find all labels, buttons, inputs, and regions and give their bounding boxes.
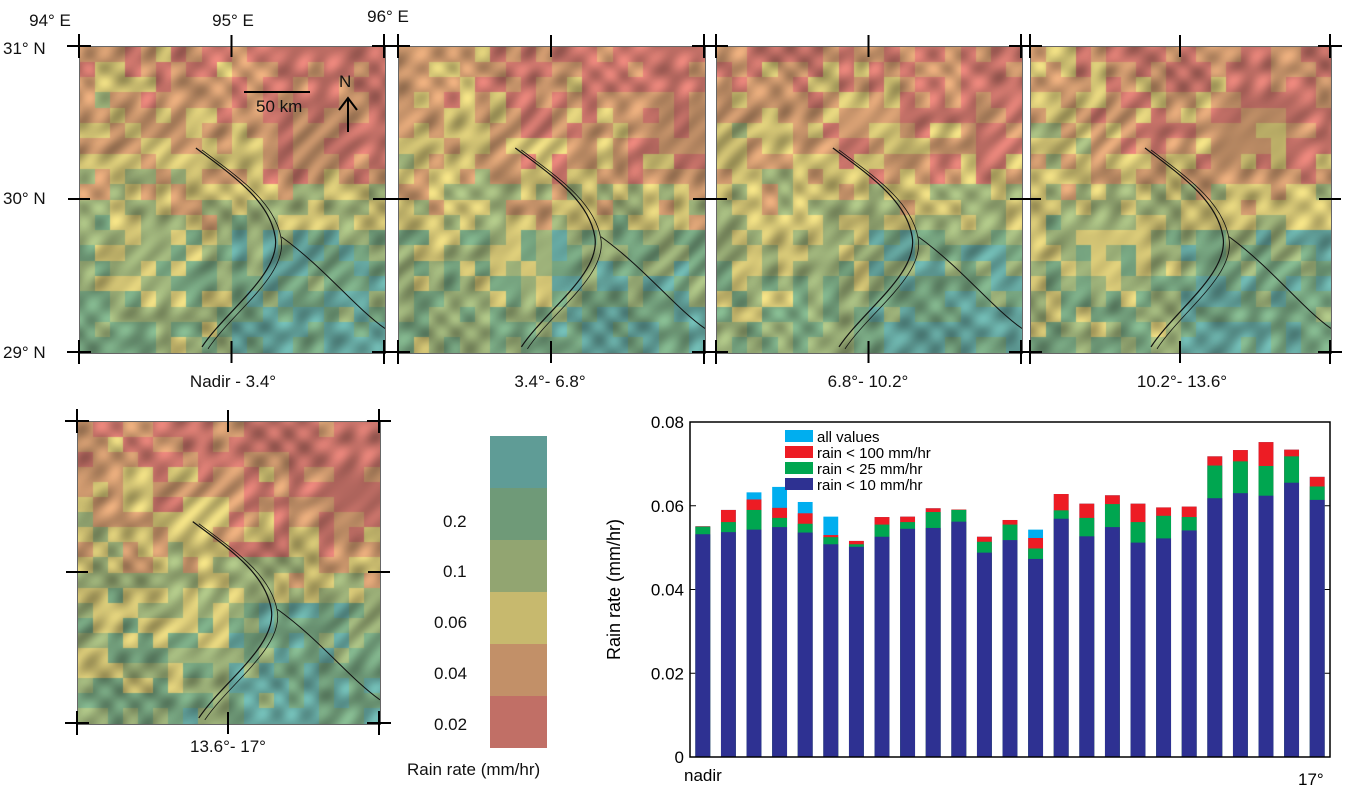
plot-frame xyxy=(689,421,1331,758)
x-tick-label-first: nadir xyxy=(684,766,722,785)
bar-rain-10-mm-hr xyxy=(1104,527,1120,757)
legend-label: rain < 100 mm/hr xyxy=(817,445,931,462)
legend-swatch xyxy=(785,462,813,474)
bar-rain-10-mm-hr xyxy=(1232,493,1248,757)
colorbar-swatch xyxy=(490,436,547,488)
legend-swatch xyxy=(785,446,813,458)
colorbar-tick-1: 0.1 xyxy=(443,562,467,581)
bar-rain-10-mm-hr xyxy=(1309,499,1325,757)
bar-rain-10-mm-hr xyxy=(874,536,890,757)
y-tick-label: 0.06 xyxy=(651,497,684,516)
lon-label-95: 95° E xyxy=(212,11,254,30)
panel-caption-1: Nadir - 3.4° xyxy=(189,372,277,391)
lat-label-31: 31° N xyxy=(3,39,46,58)
legend-label: all values xyxy=(817,429,880,446)
bar-rain-10-mm-hr xyxy=(1156,538,1172,757)
river-outline xyxy=(832,147,1022,350)
map-raster xyxy=(78,422,380,724)
colorbar-swatch xyxy=(490,592,547,644)
lon-label-96: 96° E xyxy=(367,7,409,26)
bar-rain-10-mm-hr xyxy=(746,529,762,757)
panel-caption-5: 13.6°- 17° xyxy=(190,737,266,756)
bar-rain-10-mm-hr xyxy=(695,534,711,757)
river-outline xyxy=(514,147,705,350)
colorbar-label: Rain rate (mm/hr) xyxy=(407,760,541,779)
panel-caption-3: 6.8°- 10.2° xyxy=(827,372,909,391)
rain-map-panel-2 xyxy=(398,46,706,354)
y-axis-label: Rain rate (mm/hr) xyxy=(604,519,624,660)
bar-rain-10-mm-hr xyxy=(900,528,916,757)
bar-rain-10-mm-hr xyxy=(772,527,788,757)
colorbar-tick-2: 0.06 xyxy=(434,613,468,632)
map-raster xyxy=(1031,47,1331,353)
bar-rain-10-mm-hr xyxy=(951,521,967,757)
bar-rain-10-mm-hr xyxy=(797,532,813,757)
y-tick-label: 0 xyxy=(675,748,684,767)
lat-label-30: 30° N xyxy=(3,189,46,208)
colorbar-swatch xyxy=(490,540,547,592)
colorbar xyxy=(490,436,547,748)
river-outline xyxy=(1144,147,1331,350)
colorbar-swatch xyxy=(490,644,547,696)
map-raster xyxy=(399,47,705,353)
panel-caption-4: 10.2°- 13.6° xyxy=(1136,372,1228,391)
river-outline xyxy=(195,147,385,350)
legend-label: rain < 10 mm/hr xyxy=(817,477,922,494)
legend-label: rain < 25 mm/hr xyxy=(817,461,922,478)
bar-rain-10-mm-hr xyxy=(1181,530,1197,757)
colorbar-swatch xyxy=(490,696,547,748)
bar-rain-10-mm-hr xyxy=(1079,536,1095,757)
map-raster xyxy=(717,47,1022,353)
river-outline xyxy=(192,521,380,721)
colorbar-tick-0: 0.2 xyxy=(443,512,467,531)
x-tick-label-last: 17° xyxy=(1298,770,1324,785)
legend-swatch xyxy=(785,430,813,442)
bar-rain-10-mm-hr xyxy=(1028,558,1044,757)
rain-map-panel-4 xyxy=(1030,46,1332,354)
colorbar-swatch xyxy=(490,488,547,540)
bar-rain-10-mm-hr xyxy=(1258,495,1274,757)
bar-rain-10-mm-hr xyxy=(1207,498,1223,757)
legend-swatch xyxy=(785,478,813,490)
y-tick-label: 0.08 xyxy=(651,413,684,432)
rain-map-panel-3 xyxy=(716,46,1023,354)
bar-rain-10-mm-hr xyxy=(720,532,736,757)
bar-rain-10-mm-hr xyxy=(976,552,992,757)
y-tick-label: 0.02 xyxy=(651,664,684,683)
bar-rain-10-mm-hr xyxy=(1053,518,1069,757)
bar-rain-10-mm-hr xyxy=(823,544,839,757)
map-raster xyxy=(80,47,385,353)
rain-map-panel-5 xyxy=(77,421,381,725)
bar-rain-10-mm-hr xyxy=(1130,542,1146,757)
bar-rain-10-mm-hr xyxy=(1284,482,1300,757)
colorbar-tick-3: 0.04 xyxy=(434,664,468,683)
bar-rain-10-mm-hr xyxy=(1002,540,1018,757)
scale-bar-label: 50 km xyxy=(256,97,303,116)
lon-label-94: 94° E xyxy=(29,11,71,30)
bar-rain-10-mm-hr xyxy=(925,527,941,757)
y-tick-label: 0.04 xyxy=(651,581,684,600)
rain-map-panel-1 xyxy=(79,46,386,354)
colorbar-tick-4: 0.02 xyxy=(434,715,468,734)
panel-caption-2: 3.4°- 6.8° xyxy=(514,372,586,391)
rain-rate-bar-chart: Rain rate (mm/hr) 0 0.02 0.04 0.06 0.08 nadir 1… xyxy=(604,413,1331,785)
north-label: N xyxy=(339,72,352,91)
scale-bar-north-arrow xyxy=(244,91,358,132)
bar-rain-10-mm-hr xyxy=(848,546,864,757)
lat-label-29: 29° N xyxy=(3,343,46,362)
